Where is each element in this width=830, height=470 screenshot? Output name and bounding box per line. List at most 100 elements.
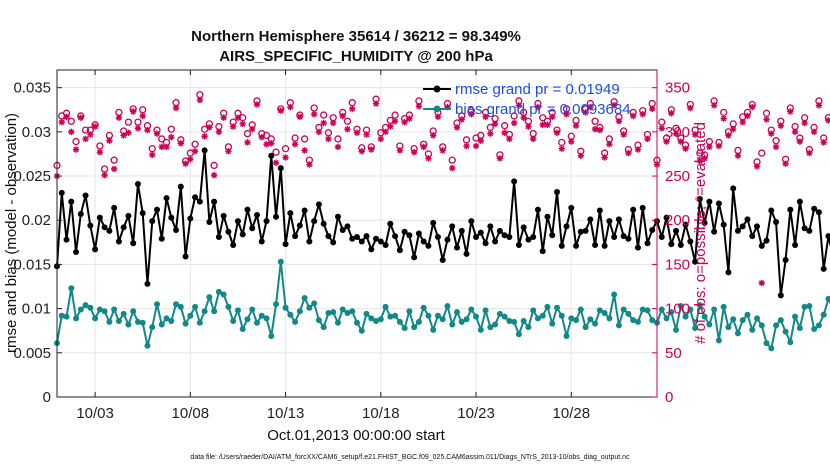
bias-point [334, 319, 341, 326]
chart-title: Northern Hemisphere 35614 / 36212 = 98.3… [191, 28, 521, 45]
bias-point [782, 328, 789, 335]
obs-evaluated-point [229, 123, 237, 130]
rmse-point [192, 194, 199, 201]
rmse-point [287, 210, 294, 217]
star-stroke [168, 134, 175, 140]
obs-possible-point [243, 129, 252, 138]
rmse-point [406, 232, 413, 239]
star-stroke [225, 148, 232, 155]
obs-evaluated-point [163, 143, 170, 151]
star-stroke [678, 138, 684, 145]
rmse-point [825, 233, 830, 240]
rmse-point [387, 220, 394, 227]
bias-point [177, 303, 184, 310]
x-tick-label: 10/03 [76, 405, 114, 422]
y2-tick-label: 250 [665, 168, 690, 185]
rmse-point [211, 198, 218, 205]
rmse-point [377, 238, 384, 245]
rmse-point [425, 242, 432, 249]
star-stroke [192, 148, 198, 155]
star-stroke [116, 114, 122, 121]
obs-evaluated-point [377, 135, 385, 143]
bias-point [344, 310, 351, 317]
x-tick-label: 10/28 [553, 405, 591, 422]
obs-evaluated-point [320, 119, 327, 127]
bias-point [301, 295, 308, 302]
rmse-point [782, 257, 789, 264]
obs-evaluated-point [553, 129, 561, 136]
rmse-point [558, 242, 565, 249]
rmse-point [792, 241, 799, 248]
obs-evaluated-point [306, 161, 313, 168]
rmse-point [315, 201, 322, 208]
star-stroke [363, 131, 370, 138]
bias-point [339, 306, 346, 313]
obs-possible-point [81, 126, 90, 134]
obs-possible-point [343, 117, 352, 125]
rmse-point [582, 227, 589, 234]
bias-point [430, 326, 437, 333]
star-stroke [687, 105, 694, 111]
rmse-point [87, 222, 94, 229]
star-stroke [716, 143, 722, 149]
obs-evaluated-point [387, 123, 394, 130]
obs-evaluated-point [425, 155, 432, 162]
y-tick-label: 0.02 [22, 212, 51, 229]
rmse-point [58, 189, 65, 196]
obs-evaluated-point [277, 107, 285, 114]
obs-evaluated-point [96, 148, 104, 156]
bias-point [677, 302, 684, 309]
obs-evaluated-point [77, 114, 85, 121]
obs-evaluated-point [549, 113, 556, 121]
bias-point [530, 307, 537, 314]
bias-point [258, 312, 265, 319]
rmse-point [473, 234, 480, 241]
bias-point [506, 317, 513, 324]
bias-point [711, 306, 718, 313]
obs-evaluated-point [110, 165, 118, 173]
bias-point [434, 312, 441, 319]
bias-point [673, 326, 680, 333]
rmse-point [420, 238, 427, 245]
rmse-point [749, 233, 756, 240]
obs-possible-point [167, 125, 175, 133]
star-stroke [249, 126, 256, 133]
bias-point [82, 302, 89, 309]
star-stroke [554, 129, 560, 136]
star-stroke [306, 161, 313, 168]
bias-point [111, 306, 118, 313]
rmse-point [92, 246, 99, 253]
y2-tick-label: 50 [665, 345, 682, 362]
rmse-point [682, 221, 689, 228]
bias-point [792, 313, 799, 320]
obs-evaluated-point [777, 122, 785, 129]
obs-evaluated-point [287, 103, 294, 111]
y-axis-right: 0 50 100 150 200 250 300 350 [652, 70, 690, 406]
obs-evaluated-point [401, 118, 408, 126]
bias-point [154, 301, 160, 308]
obs-evaluated-point [453, 124, 461, 131]
bias-point [549, 320, 556, 327]
rmse-point [301, 207, 308, 214]
rmse-point [130, 240, 137, 247]
star-stroke [811, 129, 817, 135]
obs-evaluated-point [291, 141, 299, 148]
obs-evaluated-point [806, 149, 813, 157]
star-stroke [578, 152, 584, 159]
star-stroke [592, 126, 598, 133]
bias-point [663, 315, 670, 322]
obs-evaluated-point [720, 115, 727, 122]
bias-point [187, 312, 194, 319]
obs-evaluated-point [125, 129, 132, 136]
obs-possible-point [72, 137, 80, 146]
obs-possible-point [448, 156, 456, 164]
bias-point [511, 318, 518, 325]
star-stroke [744, 113, 751, 119]
star-stroke [611, 102, 617, 109]
rmse-point [663, 214, 670, 221]
rmse-point [330, 239, 337, 246]
rmse-point [344, 223, 351, 230]
star-stroke [582, 109, 589, 116]
star-stroke [792, 129, 798, 135]
obs-evaluated-point [339, 112, 346, 120]
